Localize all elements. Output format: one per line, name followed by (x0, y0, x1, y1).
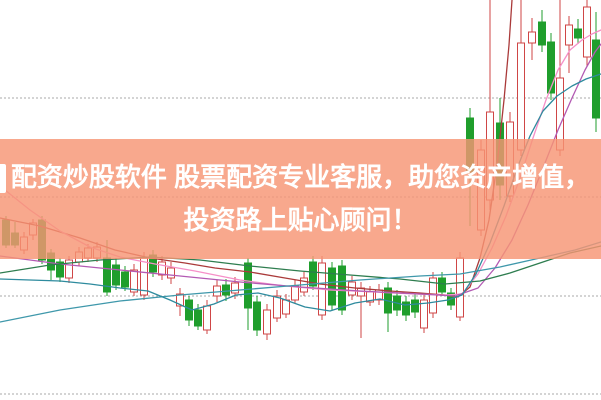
candle-up (213, 285, 221, 297)
candle-down (338, 265, 346, 311)
candle-up (263, 309, 271, 335)
candle-down (574, 28, 582, 39)
ma-violet (0, 43, 601, 297)
banner-text-line-1: 配资炒股软件 股票配资专业客服，助您资产增值， (10, 161, 591, 192)
candle-up (517, 42, 525, 151)
candle-down (194, 309, 202, 327)
candle-up (231, 282, 239, 294)
candle-down (402, 301, 410, 316)
candle-down (309, 261, 317, 287)
candle-down (328, 267, 336, 306)
clipped-marquee-char-fragment (0, 164, 6, 193)
candle-down (592, 39, 600, 119)
promo-banner: 配资炒股软件 股票配资专业客服，助您资产增值， 投资路上贴心顾问！ (0, 139, 601, 259)
candle-down (56, 261, 64, 278)
candle-down (244, 262, 252, 309)
candle-down (253, 301, 261, 331)
candle-up (420, 299, 428, 329)
candle-up (583, 6, 591, 58)
ma-steep-teal (0, 73, 601, 312)
candle-down (411, 299, 419, 313)
candle-up (167, 267, 175, 279)
candle-down (538, 21, 546, 46)
candle-up (65, 259, 73, 279)
candle-down (121, 271, 129, 288)
candle-up (203, 305, 211, 331)
candle-up (528, 31, 536, 44)
candle-down (438, 277, 446, 293)
candle-down (112, 264, 120, 286)
candle-up (456, 257, 464, 318)
candle-up (140, 257, 148, 296)
candle-down (547, 41, 555, 94)
candle-up (291, 285, 299, 301)
candle-up (130, 269, 138, 293)
candle-up (282, 299, 290, 315)
candle-up (565, 24, 573, 46)
candle-up (273, 295, 281, 319)
candle-down (222, 284, 230, 296)
candle-up (158, 261, 166, 276)
ma-darkgreen (0, 245, 601, 285)
banner-text-line-2: 投资路上贴心顾问！ (183, 205, 418, 235)
candle-up (176, 293, 184, 307)
